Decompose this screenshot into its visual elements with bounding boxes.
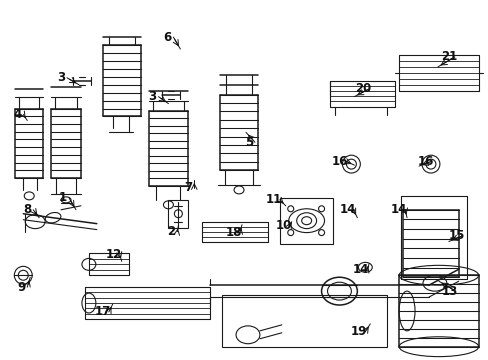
Text: 6: 6 bbox=[163, 31, 171, 44]
Bar bbox=[279, 198, 333, 243]
Text: 7: 7 bbox=[184, 181, 192, 194]
Text: 4: 4 bbox=[13, 108, 21, 121]
Bar bbox=[398, 55, 478, 91]
Text: 16: 16 bbox=[417, 155, 433, 168]
Text: 3: 3 bbox=[148, 90, 156, 103]
Text: 13: 13 bbox=[441, 285, 457, 298]
Text: 9: 9 bbox=[17, 281, 25, 294]
Text: 14: 14 bbox=[339, 203, 355, 216]
Bar bbox=[202, 222, 267, 242]
Text: 1: 1 bbox=[59, 192, 67, 204]
Text: 20: 20 bbox=[354, 82, 371, 95]
Text: 8: 8 bbox=[23, 203, 31, 216]
Text: 2: 2 bbox=[167, 225, 175, 238]
Text: 5: 5 bbox=[244, 136, 253, 149]
Bar bbox=[89, 253, 128, 275]
Text: 18: 18 bbox=[225, 226, 242, 239]
Bar bbox=[85, 287, 210, 319]
Text: 17: 17 bbox=[95, 306, 111, 319]
Text: 16: 16 bbox=[330, 155, 347, 168]
Text: 21: 21 bbox=[440, 50, 456, 63]
Text: 19: 19 bbox=[350, 325, 367, 338]
Text: 14: 14 bbox=[390, 203, 407, 216]
Text: 14: 14 bbox=[352, 263, 369, 276]
Bar bbox=[329, 81, 394, 107]
Text: 11: 11 bbox=[265, 193, 282, 206]
Text: 15: 15 bbox=[447, 229, 464, 242]
Text: 12: 12 bbox=[105, 248, 122, 261]
Text: 10: 10 bbox=[275, 219, 291, 232]
Bar bbox=[222, 295, 386, 347]
Bar bbox=[168, 200, 188, 228]
Text: 3: 3 bbox=[57, 71, 65, 84]
